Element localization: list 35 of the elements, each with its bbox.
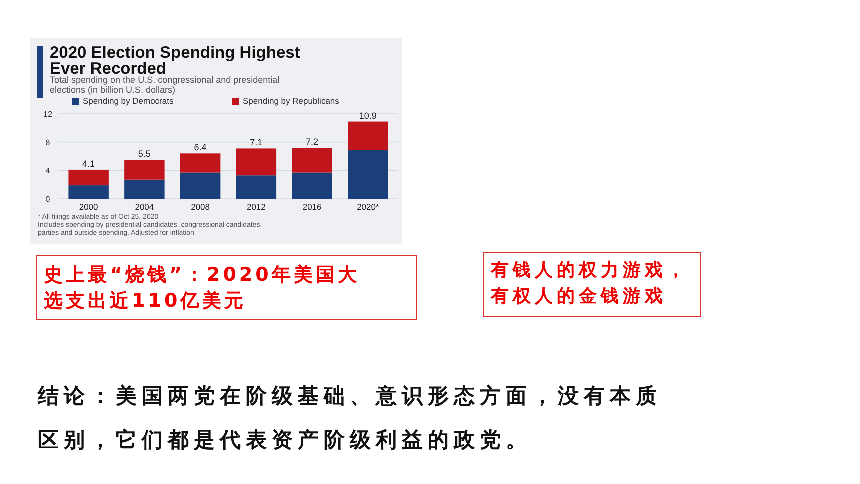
chart-subtitle: Total spending on the U.S. congressional and presidential elections (in billion U.S. dollars) <box>50 75 280 95</box>
y-tick-label: 8 <box>46 138 51 148</box>
bar <box>180 154 221 173</box>
bar <box>348 122 388 150</box>
y-tick-label: 12 <box>44 110 53 119</box>
y-tick-label: 0 <box>46 195 51 204</box>
bar <box>180 172 221 199</box>
text: 结论：美国两党在阶级基础、意识形态方面，没有本质区别，它们都是代表资产阶级利益的政党。 <box>37 384 662 452</box>
legend-label: Spending by Republicans <box>243 96 340 106</box>
x-tick-label: 2004 <box>135 202 154 212</box>
text: 史上最“烧钱”：2020年美国大选支出近110亿美元 <box>43 264 360 312</box>
bar <box>348 150 388 199</box>
total-label: 4.1 <box>82 158 96 169</box>
text: 有钱人的权力游戏，有权人的金钱游戏 <box>490 260 689 307</box>
total-label: 7.2 <box>306 137 319 147</box>
total-label: 7.1 <box>250 138 263 148</box>
x-tick-label: 2020* <box>357 202 380 212</box>
x-tick-label: 2016 <box>302 202 322 212</box>
bar <box>236 176 277 199</box>
bar <box>68 186 109 199</box>
x-tick-label: 2000 <box>79 202 99 212</box>
bar <box>68 170 109 186</box>
bar <box>292 148 332 173</box>
bar <box>124 180 165 199</box>
x-tick-label: 2012 <box>246 202 266 212</box>
bar <box>124 160 165 180</box>
y-tick-label: 4 <box>46 166 51 176</box>
total-label: 6.4 <box>194 142 207 153</box>
bar <box>292 172 332 199</box>
total-label: 10.9 <box>359 110 377 121</box>
total-label: 5.5 <box>138 149 151 160</box>
chart-title: 2020 Election Spending Highest Ever Recorded <box>50 44 301 78</box>
bar <box>236 148 277 176</box>
legend-label: Spending by Democrats <box>83 96 174 106</box>
x-tick-label: 2008 <box>191 202 210 212</box>
